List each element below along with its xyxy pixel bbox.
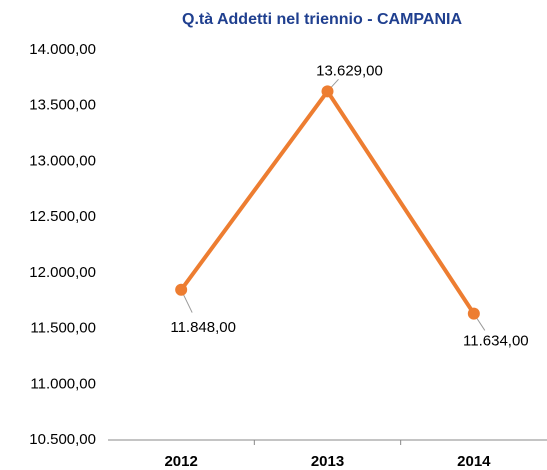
data-label: 11.848,00 bbox=[170, 319, 236, 336]
y-tick-label: 13.500,00 bbox=[29, 97, 96, 114]
marker bbox=[175, 283, 188, 296]
data-label: 13.629,00 bbox=[316, 62, 383, 79]
y-tick-label: 10.500,00 bbox=[29, 431, 96, 448]
y-tick-label: 12.000,00 bbox=[29, 264, 96, 281]
y-tick-label: 14.000,00 bbox=[29, 41, 96, 58]
x-tick-label: 2013 bbox=[311, 453, 344, 470]
x-tick-label: 2012 bbox=[164, 453, 197, 470]
marker bbox=[467, 307, 480, 320]
line bbox=[179, 89, 476, 315]
data-label: 11.634,00 bbox=[463, 333, 529, 350]
y-tick-label: 11.000,00 bbox=[30, 375, 96, 392]
x-tick-label: 2014 bbox=[457, 453, 491, 470]
marker bbox=[321, 85, 334, 98]
y-tick-label: 11.500,00 bbox=[30, 320, 96, 337]
y-tick-label: 13.000,00 bbox=[29, 152, 96, 169]
chart-title: Q.tà Addetti nel triennio - CAMPANIA bbox=[182, 11, 462, 28]
y-tick-label: 12.500,00 bbox=[29, 208, 96, 225]
